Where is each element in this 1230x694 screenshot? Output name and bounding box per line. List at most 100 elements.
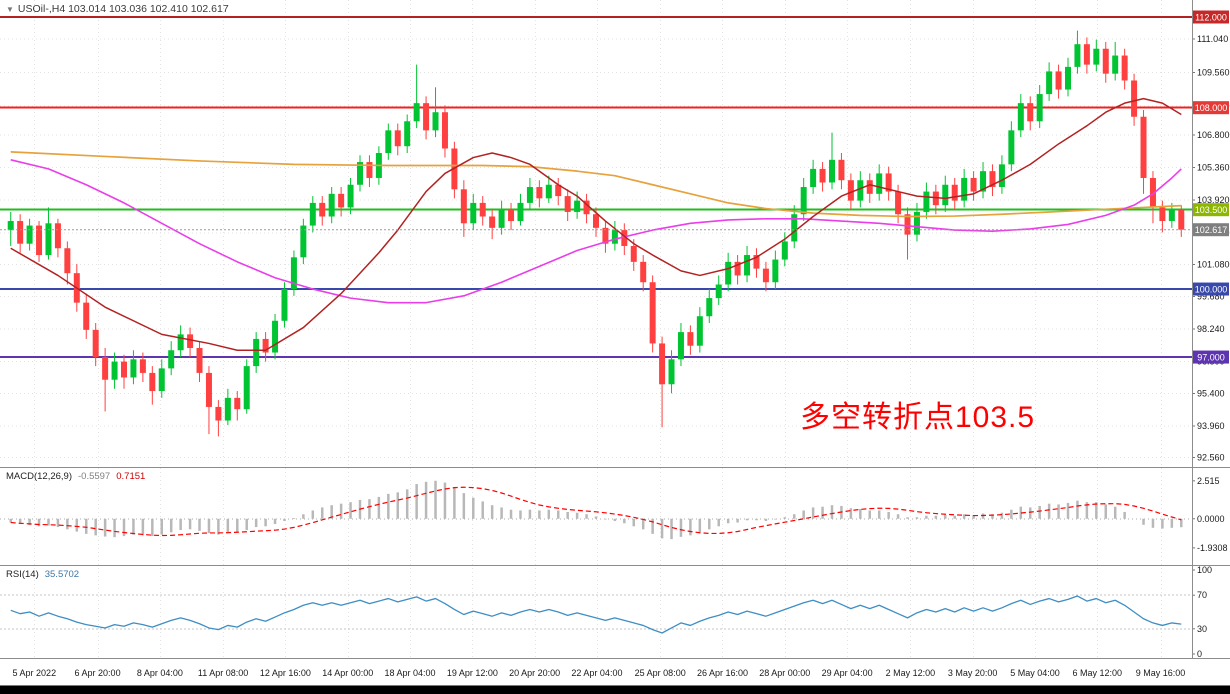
candle-body — [479, 202, 486, 217]
time-label: 6 May 12:00 — [1072, 668, 1122, 678]
level-badge-97.000-text: 97.000 — [1197, 353, 1225, 363]
time-label: 20 Apr 20:00 — [509, 668, 560, 678]
candle-body — [272, 320, 279, 353]
macd-tick-label: 2.515 — [1197, 476, 1220, 486]
price-tick-label: 93.960 — [1197, 421, 1225, 431]
macd-panel[interactable] — [0, 480, 1192, 540]
candle-body — [800, 187, 807, 215]
candle-body — [857, 180, 864, 201]
level-badge-103.500 — [1193, 203, 1229, 217]
candle-body — [300, 225, 307, 258]
candle-body — [583, 200, 590, 215]
candle-body — [923, 191, 930, 212]
candle-body — [309, 202, 316, 226]
candle-body — [357, 162, 363, 185]
candle-body — [319, 202, 326, 217]
candle-body — [1131, 80, 1138, 117]
time-label: 3 May 20:00 — [948, 668, 998, 678]
candle-body — [1027, 103, 1034, 122]
candle-body — [83, 302, 90, 330]
candle-body — [234, 397, 241, 410]
level-badge-103.500-text: 103.500 — [1195, 205, 1228, 215]
rsi-tick-label: 0 — [1197, 649, 1202, 659]
panel-separators — [0, 0, 1230, 659]
chart-header: ▼ USOil-,H4 103.014 103.036 102.410 102.6… — [6, 3, 229, 15]
window-bottom-bar — [0, 685, 1230, 694]
time-label: 12 Apr 16:00 — [260, 668, 311, 678]
candle-body — [290, 257, 297, 290]
current-price-badge-text: 102.617 — [1195, 225, 1228, 235]
candle-body — [498, 209, 505, 228]
candle-body — [555, 184, 562, 197]
chart-annotation-text: 多空转折点103.5 — [800, 401, 1036, 434]
candle-body — [158, 368, 165, 392]
time-label: 5 May 04:00 — [1010, 668, 1060, 678]
price-tick-label: 99.680 — [1197, 291, 1225, 301]
price-tick-label: 106.800 — [1197, 130, 1230, 140]
rsi-tick-label: 100 — [1197, 565, 1212, 575]
candle-body — [668, 359, 675, 385]
candle-body — [328, 193, 335, 217]
candle-body — [876, 173, 883, 194]
time-label: 26 Apr 16:00 — [697, 668, 748, 678]
time-label: 5 Apr 2022 — [13, 668, 57, 678]
level-badge-97.000 — [1193, 350, 1229, 364]
candle-body — [1112, 55, 1119, 74]
candle-body — [489, 216, 496, 228]
candle-body — [970, 177, 977, 192]
candle-body — [92, 329, 99, 358]
macd-main-value: -0.5597 — [78, 471, 111, 482]
candle-body — [904, 214, 911, 235]
ma-slow-orange — [10, 151, 1182, 218]
candle-body — [602, 227, 609, 244]
rsi-tick-label: 70 — [1197, 590, 1207, 600]
candle-body — [394, 130, 401, 147]
candle-body — [36, 225, 43, 256]
candle-body — [1036, 94, 1043, 122]
candle-body — [224, 397, 231, 421]
candle-body — [725, 261, 732, 285]
candle-body — [243, 366, 250, 410]
time-label: 25 Apr 08:00 — [635, 668, 686, 678]
macd-indicator-label: MACD(12,26,9) -0.5597 0.7151 — [6, 471, 145, 482]
time-label: 9 May 16:00 — [1136, 668, 1186, 678]
symbol-title: USOil-,H4 103.014 103.036 102.410 102.61… — [17, 3, 229, 15]
candle-body — [621, 230, 628, 246]
candle-body — [696, 316, 703, 346]
candle-body — [187, 334, 194, 348]
price-tick-label: 111.040 — [1197, 34, 1228, 44]
symbol-dropdown-icon[interactable]: ▼ — [6, 5, 14, 14]
price-tick-label: 109.560 — [1197, 67, 1230, 77]
candle-body — [1168, 209, 1175, 222]
candle-body — [942, 184, 949, 206]
price-tick-label: 98.240 — [1197, 324, 1225, 334]
candle-body — [102, 357, 109, 380]
price-axis-background — [1192, 0, 1230, 686]
candle-body — [791, 214, 798, 242]
candle-body — [913, 211, 920, 235]
candle-body — [423, 103, 430, 131]
candle-body — [847, 180, 854, 201]
candle-body — [26, 225, 33, 244]
time-axis[interactable]: 5 Apr 2022 6 Apr 20:00 8 Apr 04:00 11 Apr 0… — [13, 668, 1186, 678]
candle-body — [744, 255, 751, 276]
level-badge-108.000-text: 108.000 — [1195, 103, 1228, 113]
time-label: 19 Apr 12:00 — [447, 668, 498, 678]
candle-body — [1093, 48, 1100, 65]
candle-body — [980, 171, 987, 192]
candle-body — [45, 223, 52, 256]
candle-body — [338, 193, 345, 208]
candle-body — [366, 162, 373, 178]
candle-body — [536, 187, 543, 199]
time-label: 11 Apr 08:00 — [198, 668, 248, 678]
price-tick-label: 101.080 — [1197, 260, 1230, 270]
candle-body — [885, 173, 892, 192]
macd-name: MACD(12,26,9) — [6, 471, 72, 482]
candle-body — [706, 298, 713, 317]
candle-body — [111, 361, 118, 380]
candle-body — [715, 284, 722, 299]
rsi-panel[interactable] — [0, 594, 1192, 634]
candle-body — [1055, 71, 1062, 90]
candle-body — [441, 112, 448, 149]
